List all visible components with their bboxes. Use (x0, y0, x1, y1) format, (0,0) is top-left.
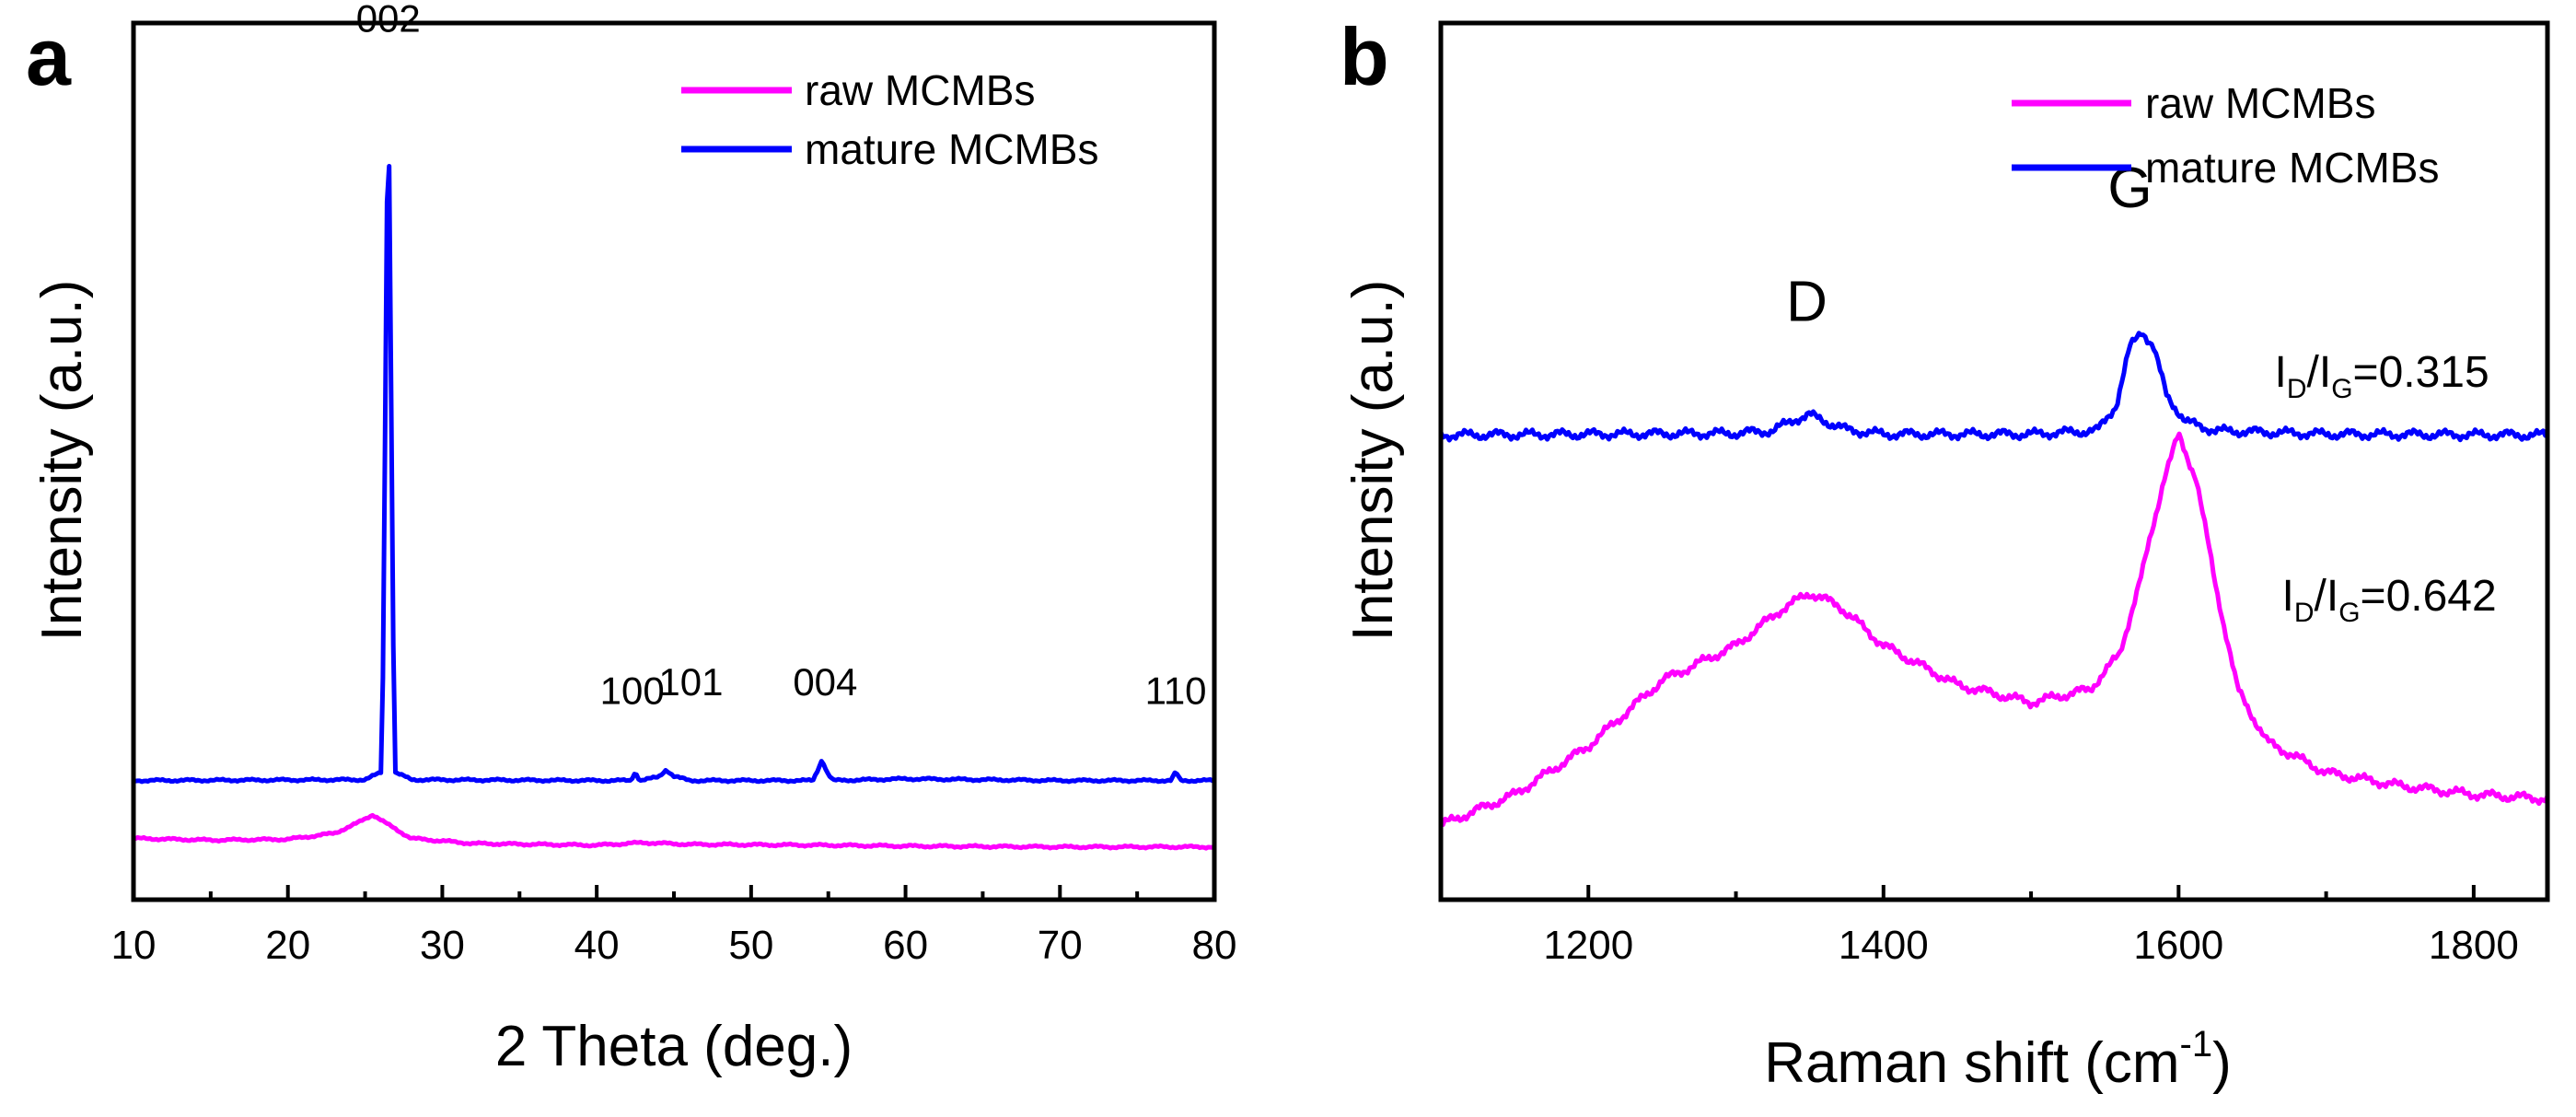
x-tick-label: 50 (728, 923, 773, 968)
peak-label: 110 (1145, 669, 1207, 712)
xrd-legend: raw MCMBs mature MCMBs (681, 66, 1098, 173)
raman-line-raw-mcmbs (1440, 431, 2550, 828)
raman-panel: b 1200 1400 1600 1800 DG ID/IG=0.315 ID/IG=… (1340, 11, 2550, 1095)
xrd-legend-label-raw: raw MCMBs (805, 66, 1035, 114)
xrd-y-axis-label: Intensity (a.u.) (30, 280, 94, 642)
raman-peak-labels: DG (1786, 157, 2152, 334)
raman-y-axis-label: Intensity (a.u.) (1341, 280, 1405, 642)
raman-line-mature-mcmbs (1438, 331, 2548, 443)
panel-label-b: b (1340, 11, 1389, 102)
xrd-plot-area (132, 164, 1216, 851)
x-tick-label: 30 (420, 923, 465, 968)
raman-ratio-mature: ID/IG=0.315 (2275, 348, 2489, 404)
peak-label: 002 (356, 0, 421, 40)
x-tick-label: 70 (1038, 923, 1083, 968)
x-tick-label: 1400 (1839, 923, 1929, 968)
raman-plot-frame (1438, 20, 2550, 902)
x-tick-label: 20 (265, 923, 310, 968)
raman-x-ticks: 1200 1400 1600 1800 (1439, 885, 2519, 968)
raman-plot-area (1438, 331, 2550, 828)
xrd-line-raw (132, 164, 1215, 785)
x-tick-label: 10 (111, 923, 157, 968)
raman-legend-label-mature: mature MCMBs (2145, 144, 2439, 192)
x-tick-label: 1200 (1543, 923, 1633, 968)
x-tick-label: 80 (1192, 923, 1237, 968)
raman-legend: raw MCMBs mature MCMBs (2012, 79, 2439, 192)
raman-ratio-raw: ID/IG=0.642 (2282, 572, 2497, 628)
peak-label: 004 (793, 660, 857, 704)
x-tick-label: 1800 (2429, 923, 2519, 968)
xrd-x-axis-label: 2 Theta (deg.) (495, 1015, 853, 1078)
raman-x-axis-label: Raman shift (cm-1) (1764, 1024, 2232, 1095)
peak-label: D (1786, 271, 1828, 334)
xrd-x-ticks: 10 20 30 40 50 60 70 80 (111, 885, 1237, 968)
x-tick-label: 60 (883, 923, 928, 968)
x-tick-label: 40 (574, 923, 620, 968)
x-tick-label: 1600 (2133, 923, 2223, 968)
peak-label: 101 (658, 660, 723, 704)
panel-label-a: a (26, 11, 72, 102)
raman-legend-label-raw: raw MCMBs (2145, 79, 2375, 127)
xrd-line-raw-mcmbs (133, 812, 1216, 851)
xrd-legend-label-mature: mature MCMBs (805, 125, 1098, 173)
peak-label: 100 (600, 669, 665, 712)
